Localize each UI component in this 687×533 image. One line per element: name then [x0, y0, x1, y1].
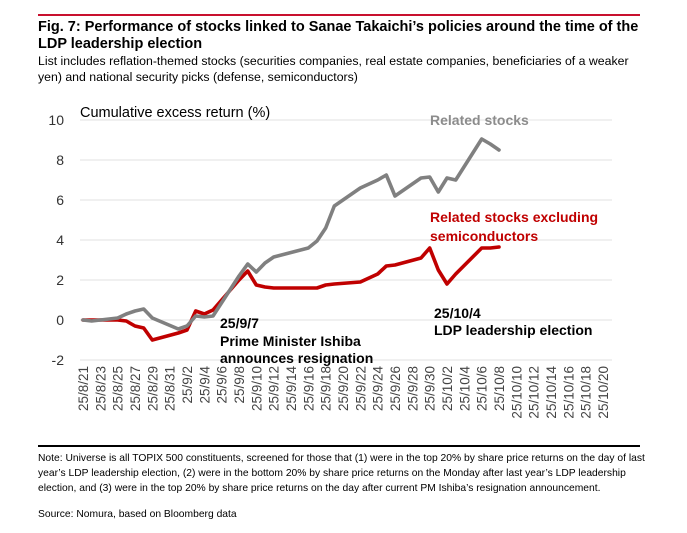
annotation-line: announces resignation	[220, 350, 373, 366]
footnote: Note: Universe is all TOPIX 500 constitu…	[38, 453, 645, 494]
y-tick-label: 6	[56, 192, 64, 208]
annotation-ishiba-resignation: 25/9/7 Prime Minister Ishiba announces r…	[220, 315, 373, 366]
y-tick-label: 8	[56, 152, 64, 168]
y-tick-label: -2	[52, 352, 65, 368]
figure-subtitle: List includes reflation-themed stocks (s…	[38, 54, 629, 84]
x-tick-label: 25/9/24	[371, 366, 386, 412]
x-tick-label: 25/8/29	[145, 366, 160, 411]
series-lines	[81, 137, 501, 342]
x-tick-label: 25/9/18	[319, 366, 334, 411]
top-rule	[38, 14, 640, 16]
annotation-ldp-election: 25/10/4 LDP leadership election	[434, 305, 592, 338]
legend-label-ex-semis-line1: Related stocks excluding	[430, 209, 598, 225]
x-tick-label: 25/10/20	[596, 366, 611, 419]
x-tick-label: 25/8/23	[93, 366, 108, 411]
annotation-date: 25/9/7	[220, 315, 259, 331]
y-axis-ticks: 10 8 6 4 2 0 -2	[48, 112, 64, 368]
annotation-line: Prime Minister Ishiba	[220, 333, 361, 349]
x-tick-label: 25/9/22	[353, 366, 368, 411]
source-note: Source: Nomura, based on Bloomberg data	[38, 509, 237, 520]
gridlines	[80, 119, 612, 361]
y-tick-label: 10	[48, 112, 64, 128]
y-tick-label: 2	[56, 272, 64, 288]
bottom-rule	[38, 445, 640, 447]
x-tick-label: 25/9/6	[215, 366, 230, 404]
y-tick-label: 4	[56, 232, 64, 248]
x-tick-label: 25/9/28	[405, 366, 420, 411]
x-tick-label: 25/10/2	[440, 366, 455, 411]
x-tick-label: 25/9/2	[180, 366, 195, 404]
x-tick-label: 25/8/27	[128, 366, 143, 411]
x-tick-label: 25/8/25	[111, 366, 126, 411]
x-tick-label: 25/10/18	[579, 366, 594, 419]
x-tick-label: 25/9/4	[197, 366, 212, 404]
x-tick-label: 25/9/10	[249, 366, 264, 411]
x-tick-label: 25/10/10	[509, 366, 524, 419]
x-tick-label: 25/9/12	[267, 366, 282, 411]
x-tick-label: 25/10/16	[561, 366, 576, 419]
x-tick-label: 25/9/20	[336, 366, 351, 411]
legend-label-ex-semis-line2: semiconductors	[430, 228, 538, 244]
annotation-line: LDP leadership election	[434, 322, 592, 338]
y-axis-label: Cumulative excess return (%)	[80, 105, 270, 121]
legend-related-stocks-ex-semis: Related stocks excluding semiconductors	[430, 209, 598, 244]
x-tick-label: 25/10/12	[527, 366, 542, 419]
y-tick-label: 0	[56, 312, 64, 328]
x-tick-label: 25/10/6	[475, 366, 490, 411]
figure-title: Fig. 7: Performance of stocks linked to …	[38, 19, 639, 52]
x-tick-label: 25/10/14	[544, 366, 559, 419]
x-tick-label: 25/10/8	[492, 366, 507, 411]
x-tick-label: 25/9/8	[232, 366, 247, 404]
legend-label-related-stocks: Related stocks	[430, 112, 529, 128]
legend-related-stocks: Related stocks	[430, 112, 540, 128]
x-tick-label: 25/8/21	[76, 366, 91, 411]
x-tick-label: 25/10/4	[457, 366, 472, 412]
x-tick-label: 25/9/30	[423, 366, 438, 411]
x-tick-label: 25/9/26	[388, 366, 403, 411]
annotation-date: 25/10/4	[434, 305, 481, 321]
x-tick-label: 25/9/14	[284, 366, 299, 412]
x-tick-label: 25/9/16	[301, 366, 316, 411]
x-tick-label: 25/8/31	[163, 366, 178, 411]
x-axis-ticks: 25/8/21 25/8/23 25/8/25 25/8/27 25/8/29 25/8/…	[76, 366, 611, 419]
